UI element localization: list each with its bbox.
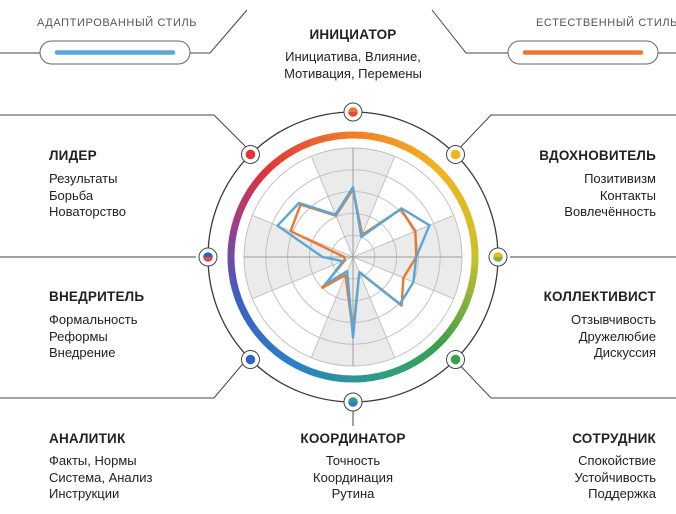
segment-desc-inspirer: Позитивизм Контакты Вовлечённость <box>564 171 656 220</box>
segment-title-inspirer: ВДОХНОВИТЕЛЬ <box>539 148 656 163</box>
segment-desc-implementer: Формальность Реформы Внедрение <box>49 312 138 361</box>
series-adaptive <box>276 185 431 339</box>
marker-dot-top <box>348 397 358 402</box>
segment-markers <box>198 102 508 412</box>
connector-line <box>0 359 247 399</box>
grid-spoke <box>352 156 396 258</box>
marker-dot-top <box>348 107 358 112</box>
legend-natural-label: ЕСТЕСТВЕННЫЙ СТИЛЬ <box>536 17 676 29</box>
connector-line <box>452 114 676 156</box>
legend-adaptive-label: АДАПТИРОВАННЫЙ СТИЛЬ <box>37 17 198 29</box>
marker-dot <box>450 354 461 365</box>
marker-dot <box>450 149 461 160</box>
radar-grid <box>243 147 463 367</box>
segment-title-leader: ЛИДЕР <box>49 148 97 163</box>
marker-dot-bottom <box>203 257 213 262</box>
connector-line <box>454 359 676 399</box>
grid-spoke <box>310 256 354 358</box>
color-ring <box>227 131 479 383</box>
marker-dot-top <box>203 252 213 257</box>
marker-dot-bottom <box>493 257 503 262</box>
segment-title-implementer: ВНЕДРИТЕЛЬ <box>49 289 145 304</box>
segment-desc-collectivist: Отзывчивость Дружелюбие Дискуссия <box>571 312 656 361</box>
grid-spoke <box>352 214 454 258</box>
segment-desc-coordinator: Точность Координация Рутина <box>313 453 393 502</box>
radar-series <box>276 185 431 339</box>
segment-desc-leader: Результаты Борьба Новаторство <box>49 171 127 220</box>
segment-title-coordinator: КООРДИНАТОР <box>300 431 406 446</box>
grid-spoke <box>310 156 354 258</box>
segment-title-analyst: АНАЛИТИК <box>49 431 126 446</box>
marker-dot-bottom <box>348 112 358 117</box>
marker-dot-top <box>493 252 503 257</box>
segment-title-collectivist: КОЛЛЕКТИВИСТ <box>543 289 656 304</box>
segment-desc-initiator: Инициатива, Влияние, Мотивация, Перемены <box>284 49 422 81</box>
marker-dot <box>245 149 256 160</box>
segment-desc-employee: Спокойствие Устойчивость Поддержка <box>574 453 656 502</box>
grid-spoke <box>252 256 354 300</box>
marker-dot-bottom <box>348 402 358 407</box>
segment-desc-analyst: Факты, Нормы Система, Анализ Инструкции <box>49 453 153 502</box>
segment-title-initiator: ИНИЦИАТОР <box>309 27 397 42</box>
marker-dot <box>245 354 256 365</box>
connector-line <box>0 114 255 156</box>
segment-title-employee: СОТРУДНИК <box>572 431 656 446</box>
